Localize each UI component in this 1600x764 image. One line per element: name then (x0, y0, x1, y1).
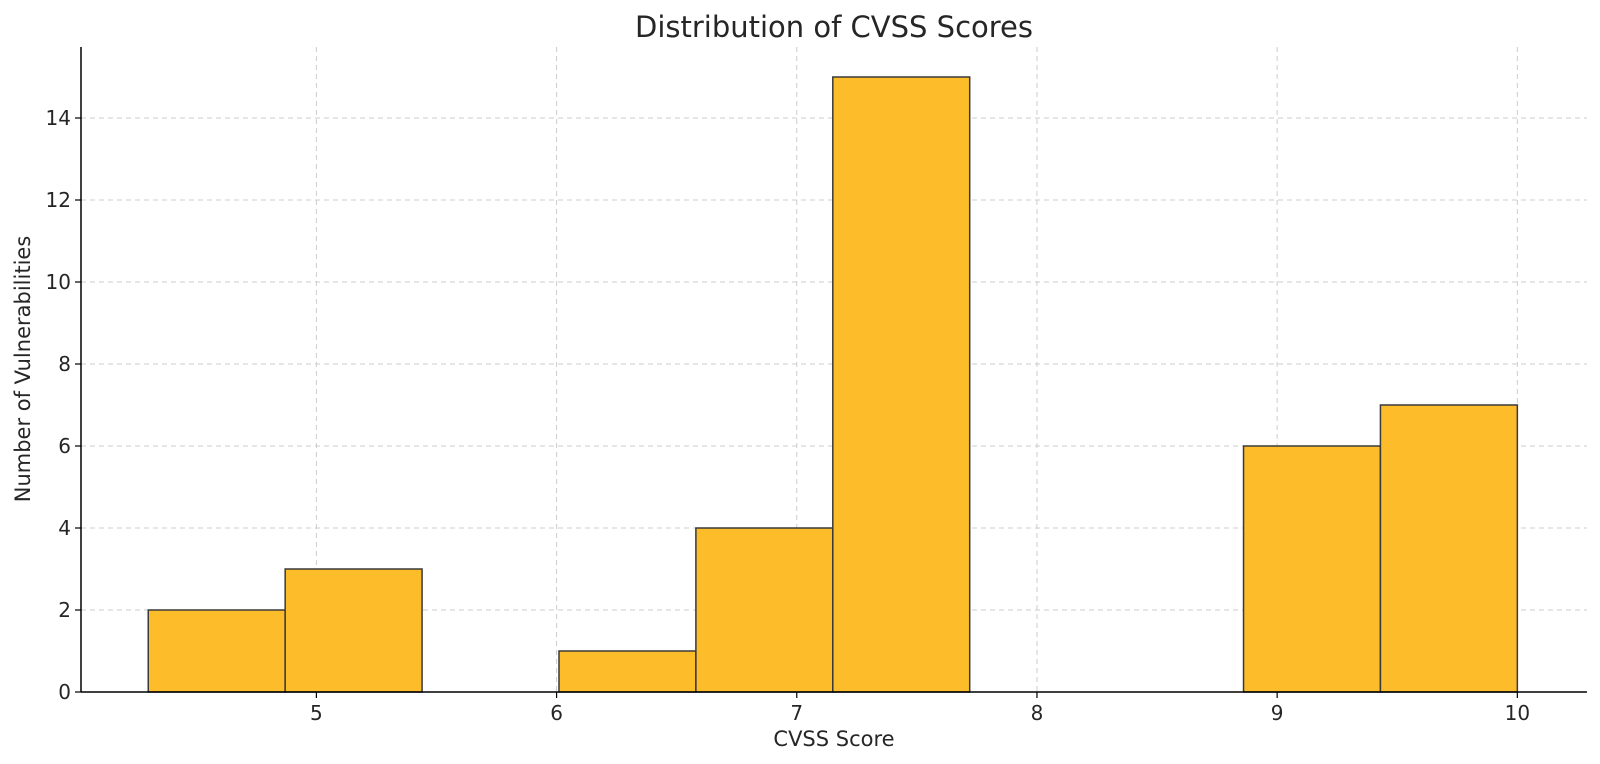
histogram-bar (558, 650, 697, 693)
y-tick-label: 10 (46, 270, 71, 294)
ticks-layer: 5 6 7 8 9 10 0 2 4 6 8 10 12 14 (46, 106, 1531, 725)
x-tick-label: 8 (1031, 701, 1044, 725)
histogram-bar (1379, 404, 1519, 693)
x-axis-label: CVSS Score (773, 727, 894, 751)
histogram-bar (147, 609, 286, 693)
y-tick-label: 6 (58, 434, 71, 458)
histogram-bar (832, 76, 971, 693)
x-tick-label: 7 (790, 701, 803, 725)
y-tick-label: 0 (58, 680, 71, 704)
histogram-bar (1242, 445, 1382, 693)
bars-layer (147, 76, 1519, 693)
histogram-bar (284, 568, 423, 693)
x-tick-label: 10 (1505, 701, 1530, 725)
axes-layer (80, 47, 1587, 693)
y-tick-label: 12 (46, 188, 71, 212)
x-tick-label: 6 (550, 701, 563, 725)
y-tick-label: 4 (58, 516, 71, 540)
y-tick-label: 2 (58, 598, 71, 622)
y-tick-label: 8 (58, 352, 71, 376)
histogram-bar (695, 527, 834, 693)
x-tick-label: 5 (310, 701, 323, 725)
y-tick-label: 14 (46, 106, 71, 130)
y-axis-label: Number of Vulnerabilities (11, 236, 35, 503)
chart-title: Distribution of CVSS Scores (635, 10, 1033, 44)
x-tick-label: 9 (1271, 701, 1284, 725)
